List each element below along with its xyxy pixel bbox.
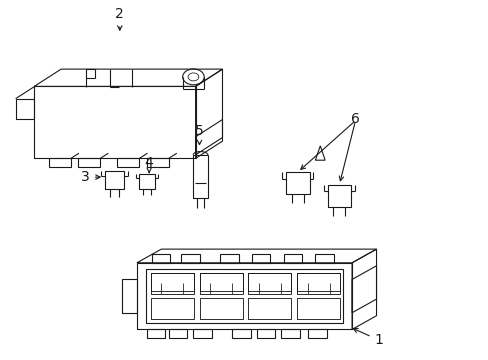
Text: 5: 5 (195, 124, 203, 145)
Text: 2: 2 (115, 8, 124, 30)
Text: 6: 6 (350, 112, 359, 126)
Text: 4: 4 (144, 156, 153, 173)
Text: 3: 3 (81, 170, 100, 184)
Text: 1: 1 (352, 328, 383, 347)
